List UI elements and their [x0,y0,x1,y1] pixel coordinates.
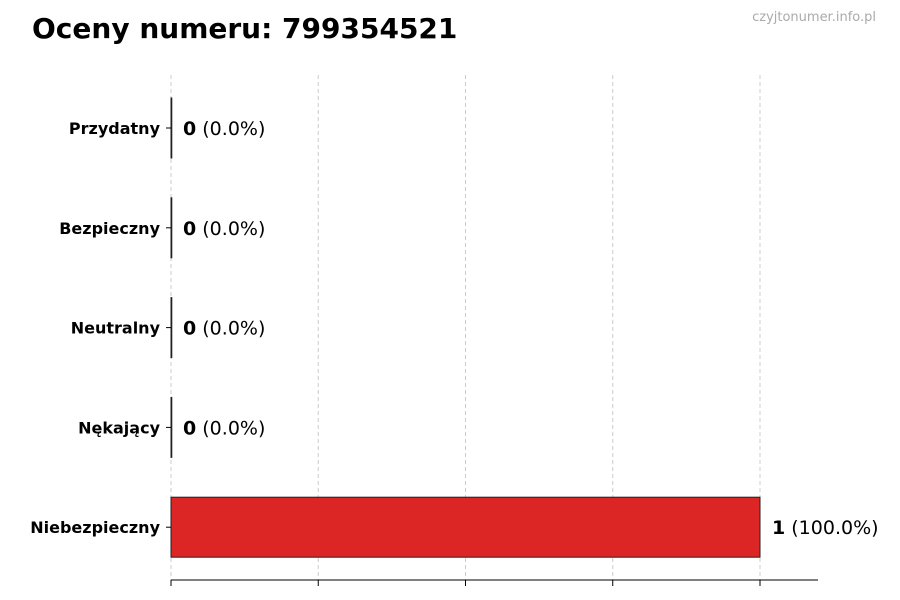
value-label: 0 [183,218,196,240]
value-label: 0 [183,417,196,439]
percent-label: (100.0%) [785,517,878,539]
y-tick-label: Neutralny [71,319,161,338]
bar [170,496,761,558]
y-tick-label: Niebezpieczny [30,518,160,537]
y-tick-label: Bezpieczny [59,219,160,238]
data-label: 1 (100.0%) [772,517,879,539]
data-label: 0 (0.0%) [183,118,265,140]
percent-label: (0.0%) [196,417,265,439]
bar [170,197,173,259]
value-label: 1 [772,517,785,539]
chart-title: Oceny numeru: 799354521 [32,12,458,45]
bar [170,396,173,458]
value-label: 0 [183,318,196,340]
watermark: czyjtonumer.info.pl [752,10,876,25]
percent-label: (0.0%) [196,318,265,340]
data-label: 0 (0.0%) [183,218,265,240]
y-tick-label: Przydatny [69,119,161,138]
bar [170,297,173,359]
bar [170,97,173,159]
data-label: 0 (0.0%) [183,417,265,439]
data-label: 0 (0.0%) [183,318,265,340]
percent-label: (0.0%) [196,118,265,140]
y-tick-label: Nękający [78,418,160,437]
value-label: 0 [183,118,196,140]
percent-label: (0.0%) [196,218,265,240]
